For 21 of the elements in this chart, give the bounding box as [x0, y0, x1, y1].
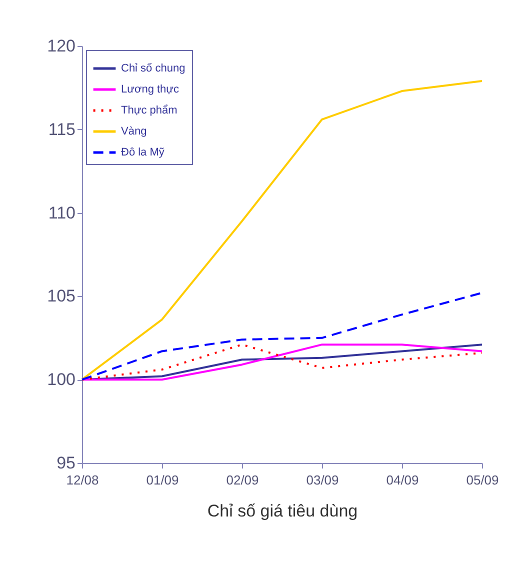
- legend-label: Đô la Mỹ: [121, 146, 165, 158]
- legend-label: Thực phẩm: [121, 104, 178, 116]
- line-series: [81, 344, 483, 381]
- y-tick-label: 110: [48, 203, 76, 222]
- line-series: [81, 292, 483, 381]
- legend-label: Lương thực: [121, 84, 180, 96]
- y-tick-label: 95: [56, 454, 76, 472]
- x-tick-label: 02/09: [226, 472, 259, 488]
- y-tick-label: 105: [47, 286, 76, 306]
- x-tick-label: 03/09: [306, 472, 339, 488]
- legend-label: Vàng: [121, 126, 147, 138]
- line-series: [81, 80, 483, 381]
- legend-label: Chỉ số chung: [121, 62, 186, 74]
- x-tick-label: 04/09: [386, 472, 419, 488]
- x-tick-label: 01/09: [146, 472, 179, 488]
- x-tick-label: 05/09: [466, 472, 499, 488]
- y-tick-label: 120: [47, 36, 76, 56]
- y-tick-label: 100: [47, 370, 76, 390]
- x-axis-title: Chỉ số giá tiêu dùng: [207, 502, 358, 520]
- x-tick-label: 12/08: [66, 472, 99, 488]
- y-tick-label: 115: [48, 120, 76, 139]
